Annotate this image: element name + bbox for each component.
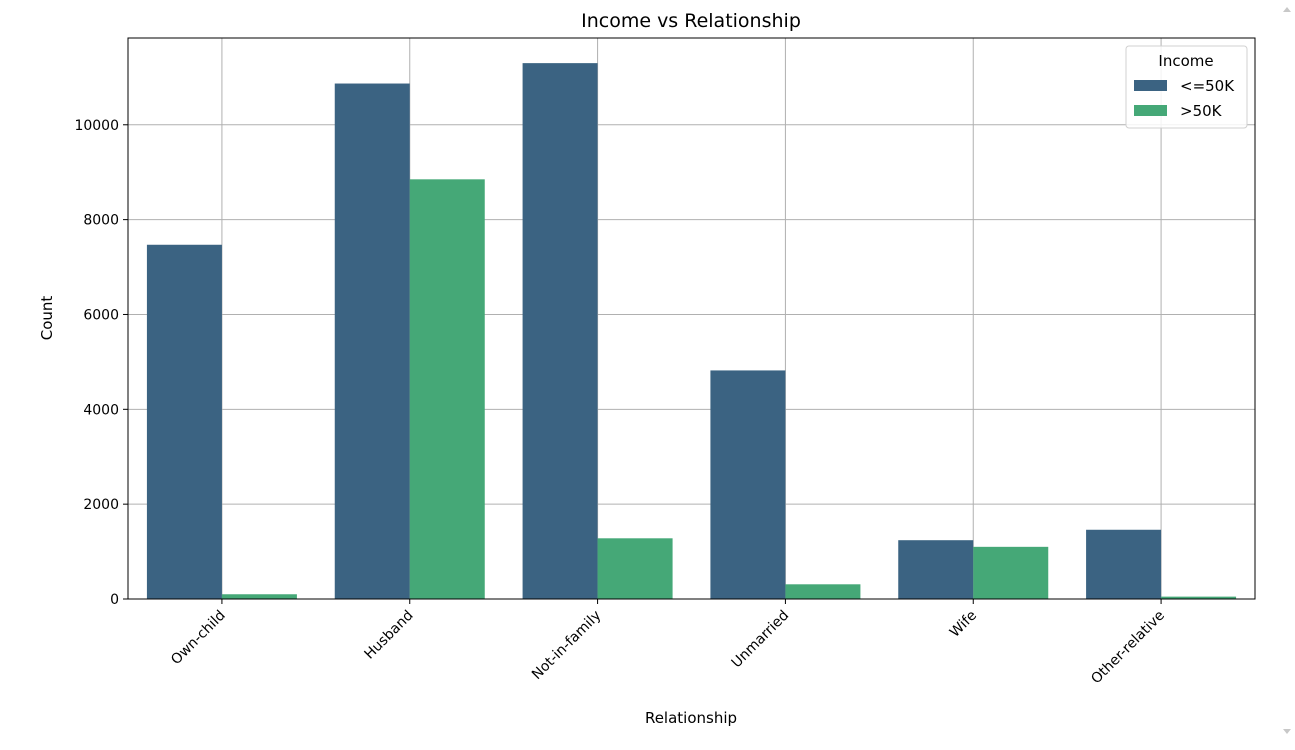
bar-gt50k: [597, 538, 673, 599]
x-tick-label: Wife: [947, 608, 980, 641]
bar-gt50k: [409, 179, 485, 599]
y-tick-label: 2000: [83, 497, 119, 513]
plot-frame: [127, 37, 1256, 600]
bars: [146, 63, 1237, 600]
legend-swatch-gt50k: [1134, 105, 1167, 116]
x-tick-label: Own-child: [168, 608, 229, 669]
legend-label-lte50k: <=50K: [1180, 77, 1235, 95]
chart-title: Income vs Relationship: [581, 10, 801, 32]
bar-lte50k: [1086, 529, 1162, 599]
bar-lte50k: [522, 63, 598, 600]
y-tick-label: 10000: [74, 118, 119, 134]
legend-swatch-lte50k: [1134, 80, 1167, 91]
bar-lte50k: [898, 540, 974, 599]
scroll-down-arrow-icon[interactable]: [1283, 729, 1291, 734]
x-tick-label: Not-in-family: [529, 608, 604, 683]
bar-lte50k: [146, 244, 222, 599]
legend-title: Income: [1158, 52, 1213, 70]
y-tick-label: 8000: [83, 213, 119, 229]
bar-gt50k: [221, 594, 297, 599]
x-tick-label: Other-relative: [1088, 608, 1168, 688]
bar-lte50k: [334, 83, 410, 600]
bar-gt50k: [973, 546, 1049, 599]
y-tick-label: 4000: [83, 402, 119, 418]
ticks: 0 2000 4000 6000 8000 10000 Own-child Husband No…: [74, 118, 1167, 687]
legend: Income <=50K >50K: [1125, 45, 1248, 129]
grid: [128, 38, 1255, 600]
bar-gt50k: [785, 584, 861, 599]
bar-lte50k: [710, 370, 786, 599]
y-tick-label: 0: [110, 592, 119, 608]
x-axis-label: Relationship: [645, 709, 737, 727]
y-axis-label: Count: [38, 296, 56, 341]
legend-label-gt50k: >50K: [1180, 102, 1223, 120]
x-tick-label: Husband: [361, 608, 416, 663]
y-tick-label: 6000: [83, 307, 119, 323]
x-tick-label: Unmarried: [729, 608, 793, 672]
scroll-up-arrow-icon[interactable]: [1283, 7, 1291, 12]
bar-gt50k: [1161, 596, 1237, 599]
